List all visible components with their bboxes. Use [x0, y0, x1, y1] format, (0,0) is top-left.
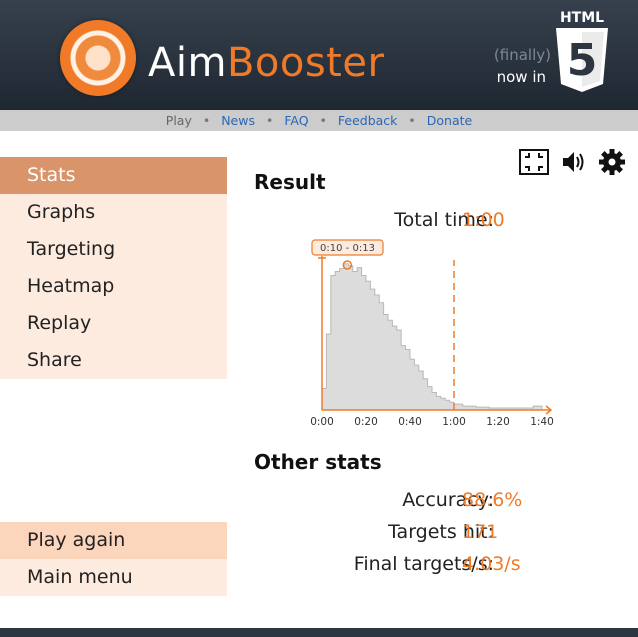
sidebar-item-share[interactable]: Share — [0, 342, 227, 379]
selection-marker — [342, 260, 353, 270]
total-time-label: Total time: — [394, 209, 494, 231]
sidebar-item-graphs[interactable]: Graphs — [0, 194, 227, 231]
final-rate-value: 4.03/s — [462, 553, 521, 575]
fullscreen-icon[interactable] — [519, 149, 549, 175]
main-menu-button[interactable]: Main menu — [0, 559, 227, 596]
top-nav: Play • News • FAQ • Feedback • Donate — [0, 110, 638, 131]
x-tick-label: 0:40 — [398, 416, 422, 428]
accuracy-row: Accuracy: 88.6% — [254, 487, 638, 513]
final-rate-label: Final targets/s: — [353, 553, 494, 575]
histogram-area — [321, 263, 547, 411]
html5-number: 5 — [567, 35, 598, 86]
sidebar-item-targeting[interactable]: Targeting — [0, 231, 227, 268]
bottom-edge — [0, 628, 638, 637]
sidebar-actions: Play again Main menu — [0, 522, 227, 596]
selection-label: 0:10 - 0:13 — [320, 243, 375, 254]
html5-label: HTML — [560, 10, 604, 26]
x-tick-label: 0:20 — [354, 416, 378, 428]
sidebar-menu: Stats Graphs Targeting Heatmap Replay Sh… — [0, 157, 227, 379]
selection-label-box — [311, 239, 384, 256]
targets-hit-value: 171 — [462, 521, 499, 543]
total-time-row: Total time: 1:00 — [254, 207, 638, 233]
accuracy-value: 88.6% — [462, 489, 523, 511]
app-logo-text: AimBooster — [148, 40, 384, 86]
sidebar-item-stats[interactable]: Stats — [0, 157, 227, 194]
html5-icon: HTML 5 — [556, 10, 608, 92]
nav-separator: • — [408, 113, 416, 128]
chart-x-ticks: 0:00 0:20 0:40 1:00 1:20 1:40 — [310, 416, 554, 428]
nav-play-link[interactable]: Play — [165, 113, 192, 128]
result-heading: Result — [254, 170, 326, 194]
nav-separator: • — [319, 113, 327, 128]
finally-text: (finally) — [493, 46, 551, 64]
x-tick-label: 1:20 — [486, 416, 510, 428]
logo-aim: Aim — [148, 40, 227, 86]
x-axis-arrow-icon — [545, 405, 553, 415]
now-in-text: now in — [496, 68, 546, 86]
sidebar-item-heatmap[interactable]: Heatmap — [0, 268, 227, 305]
nav-donate-link[interactable]: Donate — [426, 113, 473, 128]
header: AimBooster (finally) now in HTML 5 — [0, 0, 638, 110]
logo-booster: Booster — [226, 40, 385, 86]
sidebar-item-replay[interactable]: Replay — [0, 305, 227, 342]
toolbar — [519, 149, 625, 175]
gear-icon[interactable] — [599, 149, 625, 175]
x-tick-label: 1:00 — [442, 416, 466, 428]
accuracy-label: Accuracy: — [402, 489, 494, 511]
sound-icon[interactable] — [563, 152, 584, 172]
targets-hit-row: Targets hit: 171 — [254, 519, 638, 545]
total-time-value: 1:00 — [462, 209, 505, 231]
nav-news-link[interactable]: News — [221, 113, 255, 128]
targets-hit-label: Targets hit: — [388, 521, 494, 543]
x-tick-label: 0:00 — [310, 416, 334, 428]
nav-faq-link[interactable]: FAQ — [284, 113, 309, 128]
nav-separator: • — [265, 113, 274, 128]
final-rate-row: Final targets/s: 4.03/s — [254, 551, 638, 577]
nav-feedback-link[interactable]: Feedback — [337, 113, 398, 128]
time-histogram-chart: 0:10 - 0:13 0:00 0:20 0:40 1:00 1:20 1:40 — [310, 239, 554, 428]
aimbooster-logo-icon — [60, 20, 136, 96]
nav-separator: • — [202, 113, 211, 128]
chart-plot: 0:10 - 0:13 — [311, 239, 553, 415]
other-stats-heading: Other stats — [254, 450, 382, 474]
play-again-button[interactable]: Play again — [0, 522, 227, 559]
x-tick-label: 1:40 — [530, 416, 554, 428]
